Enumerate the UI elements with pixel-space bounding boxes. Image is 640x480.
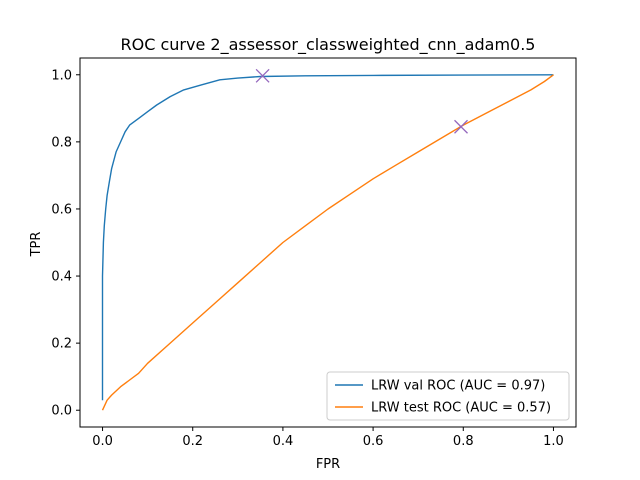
y-tick-label-1: 0.0 xyxy=(51,404,72,419)
series-line-1 xyxy=(101,74,554,401)
legend-label-2: LRW test ROC (AUC = 0.57) xyxy=(371,401,551,416)
x-tick-label-5: 0.8 xyxy=(453,434,474,449)
marker-2-stroke-b xyxy=(454,119,468,134)
marker-2 xyxy=(454,119,468,134)
y-tick-label-3: 0.4 xyxy=(51,270,72,285)
x-tick-label-6: 1.0 xyxy=(543,434,564,449)
marker-1 xyxy=(255,68,270,83)
marker-1-stroke-b xyxy=(255,68,270,83)
series-line-2 xyxy=(101,74,554,411)
x-tick-label-4: 0.6 xyxy=(363,434,384,449)
x-axis-label: FPR xyxy=(316,457,340,472)
x-tick-label-2: 0.2 xyxy=(182,434,203,449)
y-tick-label-4: 0.6 xyxy=(51,202,72,217)
x-tick-label-1: 0.0 xyxy=(92,434,113,449)
y-tick-label-2: 0.2 xyxy=(51,337,72,352)
chart-title: ROC curve 2_assessor_classweighted_cnn_a… xyxy=(121,35,536,55)
x-tick-label-3: 0.4 xyxy=(273,434,294,449)
y-tick-label-5: 0.8 xyxy=(51,135,72,150)
legend-label-1: LRW val ROC (AUC = 0.97) xyxy=(371,379,545,394)
legend: LRW val ROC (AUC = 0.97) LRW test ROC (AU… xyxy=(326,371,570,421)
axes-frame xyxy=(79,57,577,428)
y-tick-label-6: 1.0 xyxy=(51,68,72,83)
y-axis-label: TPR xyxy=(29,232,44,258)
y-axis-ticks: 0.0 0.2 0.4 0.6 0.8 1.0 xyxy=(51,68,80,419)
x-axis-ticks: 0.0 0.2 0.4 0.6 0.8 1.0 xyxy=(92,427,564,449)
legend-box xyxy=(326,371,570,421)
plot-area xyxy=(79,57,577,428)
